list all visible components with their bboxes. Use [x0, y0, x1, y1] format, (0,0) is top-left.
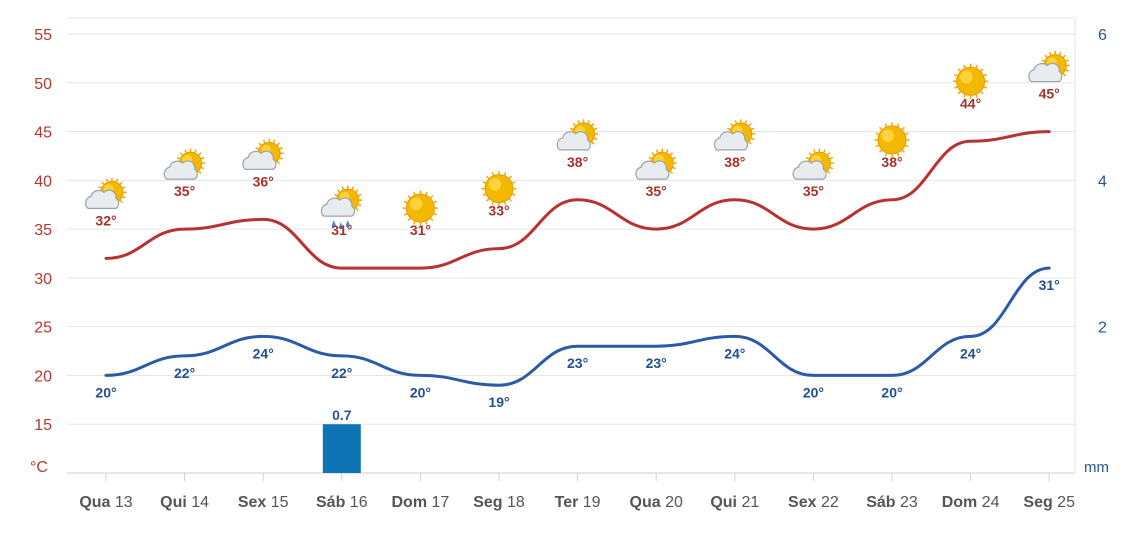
x-tick-label: Sáb 23 [866, 494, 918, 511]
x-tick-label: Sex 22 [788, 494, 839, 511]
max-temp-label: 45° [1039, 86, 1060, 102]
sun-icon [402, 190, 439, 226]
y-axis-right: 6 4 2 [1098, 27, 1107, 337]
min-temp-label: 24° [960, 345, 981, 361]
y-axis-right-unit: mm [1084, 459, 1109, 476]
min-temp-label: 24° [724, 345, 745, 361]
x-tick-label: Ter 19 [555, 494, 601, 511]
y-tick-right: 6 [1098, 27, 1107, 44]
max-temp-label: 44° [960, 95, 981, 111]
sun-cloud-icon [85, 177, 127, 209]
min-temp-line [104, 266, 1051, 387]
max-temp-label: 36° [253, 173, 274, 189]
max-temp-label: 38° [567, 154, 588, 170]
max-temp-label: 32° [95, 212, 116, 228]
y-axis-left: 55 50 45 40 35 30 25 20 15 [34, 27, 52, 434]
y-tick-left: 40 [34, 173, 52, 190]
grid [67, 17, 1076, 481]
min-temp-label: 20° [410, 384, 431, 400]
min-temp-label: 31° [1039, 277, 1060, 293]
sun-cloud-icon [556, 119, 599, 151]
sun-cloud-icon [713, 119, 756, 151]
x-tick-label: Qua 13 [79, 494, 132, 511]
min-temp-label: 23° [646, 355, 667, 371]
x-tick-label: Sáb 16 [316, 494, 368, 511]
x-tick-label: Seg 18 [473, 494, 525, 511]
y-tick-left: 30 [34, 271, 52, 288]
sun-cloud-icon [163, 148, 206, 180]
min-temp-label: 24° [253, 345, 274, 361]
rain-bar-label: 0.7 [332, 407, 352, 423]
y-tick-right: 4 [1098, 173, 1107, 190]
max-temp-label: 35° [646, 183, 667, 199]
x-tick-label: Sex 15 [238, 494, 289, 511]
max-temp-label: 38° [881, 154, 902, 170]
min-temp-label: 22° [331, 365, 352, 381]
min-temp-label: 20° [803, 384, 824, 400]
y-tick-left: 55 [34, 27, 52, 44]
y-tick-left: 25 [34, 320, 52, 337]
rain-bars [322, 424, 361, 473]
max-temp-line [104, 130, 1051, 270]
sun-cloud-rain-icon [320, 185, 363, 230]
x-tick-label: Seg 25 [1023, 494, 1075, 511]
sun-icon [481, 170, 517, 207]
x-tick-label: Dom 24 [942, 494, 1000, 511]
max-temp-label: 33° [488, 203, 509, 219]
y-tick-left: 20 [34, 368, 52, 385]
min-temp-label: 23° [567, 355, 588, 371]
sun-cloud-icon [1028, 50, 1070, 83]
rain-bar [322, 424, 361, 473]
sun-cloud-icon [792, 148, 835, 180]
x-tick-label: Qui 21 [710, 494, 759, 511]
min-temp-label: 20° [881, 384, 902, 400]
min-temp-label: 20° [95, 384, 116, 400]
max-temp-label: 31° [331, 222, 352, 238]
lines [104, 130, 1051, 387]
x-tick-label: Dom 17 [391, 494, 449, 511]
data-labels: 32° 35° 36° 31° 31° 33° 38° 35° 38° 35° 38° 44° 45° 2… [95, 86, 1059, 424]
sun-cloud-icon [242, 138, 284, 170]
max-temp-label: 31° [410, 222, 431, 238]
max-temp-label: 38° [724, 154, 745, 170]
y-tick-left: 50 [34, 76, 52, 93]
sun-icon [874, 122, 910, 158]
sun-cloud-icon [635, 148, 677, 180]
sun-icon [952, 63, 989, 100]
y-tick-left: 35 [34, 222, 52, 239]
min-temp-label: 19° [488, 394, 509, 410]
x-axis: Qua 13 Qui 14 Sex 15 Sáb 16 Dom 17 Seg 18 Ter … [79, 494, 1075, 511]
y-axis-left-unit: °C [30, 459, 48, 476]
max-temp-label: 35° [174, 183, 195, 199]
y-tick-left: 15 [34, 417, 52, 434]
y-tick-left: 45 [34, 125, 52, 142]
x-tick-label: Qui 14 [160, 494, 209, 511]
min-temp-label: 22° [174, 365, 195, 381]
max-temp-label: 35° [803, 183, 824, 199]
x-tick-label: Qua 20 [630, 494, 683, 511]
weather-icons [85, 50, 1070, 230]
y-tick-right: 2 [1098, 320, 1107, 337]
